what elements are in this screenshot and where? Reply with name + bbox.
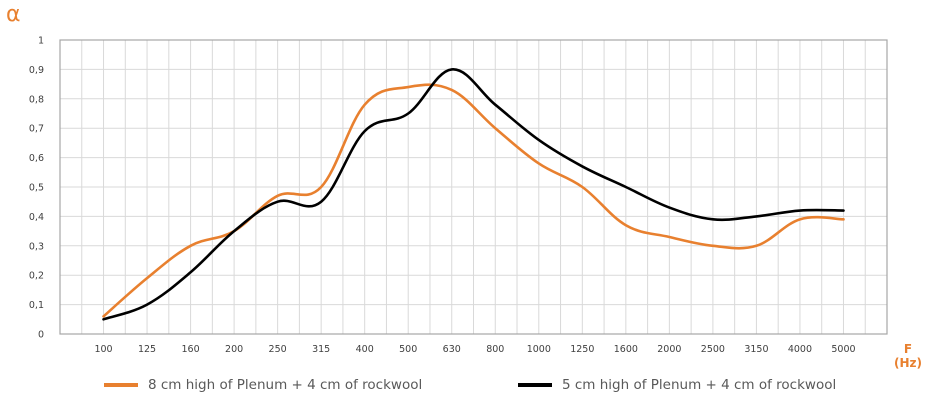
- y-tick-labels: 0 0,1 0,2 0,3 0,4 0,5 0,6 0,7 0,8 0,9 1: [29, 36, 44, 341]
- y-tick-label: 0,9: [29, 65, 44, 76]
- x-tick-label: 5000: [831, 344, 855, 355]
- legend-swatch-orange: [104, 383, 138, 387]
- x-tick-label: 1000: [527, 344, 551, 355]
- series-line-5cm-plenum: [102, 68, 845, 321]
- y-tick-label: 0,4: [29, 212, 44, 223]
- x-axis-label: F (Hz): [888, 342, 928, 370]
- y-tick-label: 0,1: [29, 300, 44, 311]
- x-axis-label-f: F: [903, 342, 913, 356]
- x-tick-label: 250: [269, 344, 287, 355]
- x-tick-label: 200: [225, 344, 243, 355]
- x-tick-label: 100: [94, 344, 112, 355]
- series-lines: [102, 68, 845, 321]
- plot-frame: [59, 39, 888, 335]
- x-tick-label: 400: [356, 344, 374, 355]
- x-tick-label: 1600: [614, 344, 638, 355]
- y-tick-label: 1: [38, 36, 44, 47]
- x-tick-label: 1250: [570, 344, 594, 355]
- y-tick-label: 0,5: [29, 183, 44, 194]
- legend-item-8cm: 8 cm high of Plenum + 4 cm of rockwool: [104, 377, 422, 393]
- y-tick-label: 0,7: [29, 124, 44, 135]
- y-tick-label: 0,6: [29, 153, 44, 164]
- x-tick-label: 2000: [657, 344, 681, 355]
- x-tick-label: 500: [399, 344, 417, 355]
- x-tick-label: 2500: [701, 344, 725, 355]
- y-axis-label: α: [6, 2, 21, 27]
- x-tick-label: 4000: [788, 344, 812, 355]
- x-tick-label: 630: [443, 344, 461, 355]
- y-tick-label: 0: [38, 330, 44, 341]
- x-tick-label: 315: [312, 344, 330, 355]
- x-tick-labels: 100 125 160 200 250 315 400 500 630 800 1000 1250 16…: [94, 344, 855, 355]
- legend-label-5cm: 5 cm high of Plenum + 4 cm of rockwool: [562, 377, 837, 393]
- y-tick-label: 0,3: [29, 241, 44, 252]
- legend-swatch-black: [518, 383, 552, 387]
- x-tick-label: 3150: [744, 344, 768, 355]
- y-tick-label: 0,8: [29, 94, 44, 105]
- axes: [59, 39, 888, 335]
- x-tick-label: 125: [138, 344, 156, 355]
- legend-item-5cm: 5 cm high of Plenum + 4 cm of rockwool: [518, 377, 836, 393]
- x-tick-label: 800: [486, 344, 504, 355]
- legend-label-8cm: 8 cm high of Plenum + 4 cm of rockwool: [148, 377, 423, 393]
- y-tick-label: 0,2: [29, 271, 44, 282]
- x-axis-label-hz: (Hz): [894, 356, 922, 370]
- x-tick-label: 160: [182, 344, 200, 355]
- legend: 8 cm high of Plenum + 4 cm of rockwool 5…: [0, 377, 928, 395]
- grid-lines: [60, 39, 887, 335]
